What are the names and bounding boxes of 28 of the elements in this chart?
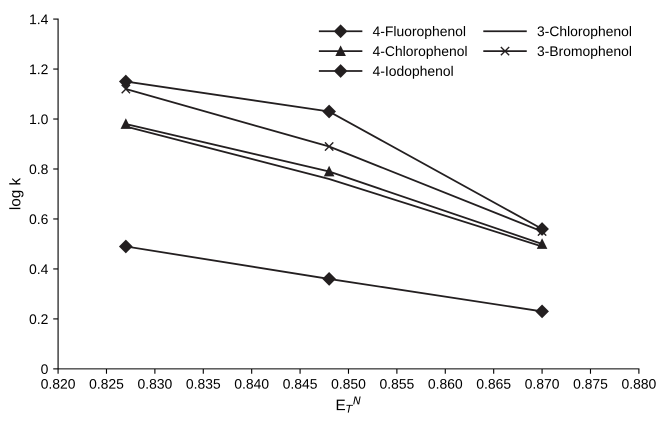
x-tick-label: 0.825 [90, 378, 124, 389]
x-tick-label: 0.850 [332, 378, 366, 389]
x-tick-label: 0.835 [186, 378, 220, 389]
x-tick-label: 0.860 [428, 378, 462, 389]
x-tick-label: 0.880 [622, 378, 656, 389]
legend-label: 3-Bromophenol [538, 46, 632, 59]
y-tick-label: 0.2 [30, 314, 48, 324]
x-tick-label: 0.840 [234, 378, 269, 389]
y-tick-label: 0.6 [30, 214, 48, 224]
y-tick-label: 0.8 [30, 164, 48, 174]
y-tick-label: 1.2 [30, 64, 48, 74]
x-tick-label: 0.830 [138, 378, 172, 389]
x-tick-label: 0.870 [525, 378, 559, 389]
x-tick-label: 0.865 [476, 378, 510, 389]
legend-label: 3-Chlorophenol [538, 26, 632, 39]
legend-label: 4-Fluorophenol [372, 26, 466, 39]
y-tick-label: 1.0 [30, 114, 48, 124]
x-tick-label: 0.875 [574, 378, 608, 389]
y-tick-label: 0.4 [30, 264, 48, 274]
y-tick-label: 0 [41, 364, 48, 374]
y-tick-label: 1.4 [30, 14, 48, 24]
x-tick-label: 0.845 [283, 378, 317, 389]
x-tick-label: 0.855 [380, 378, 414, 389]
x-axis-title: E$_{T}$$^{N}$ [336, 396, 361, 413]
y-axis-title: log k [9, 178, 24, 210]
x-tick-label: 0.820 [41, 378, 75, 389]
legend-label: 4-Chlorophenol [372, 46, 467, 59]
legend-label: 4-Iodophenol [372, 66, 453, 79]
